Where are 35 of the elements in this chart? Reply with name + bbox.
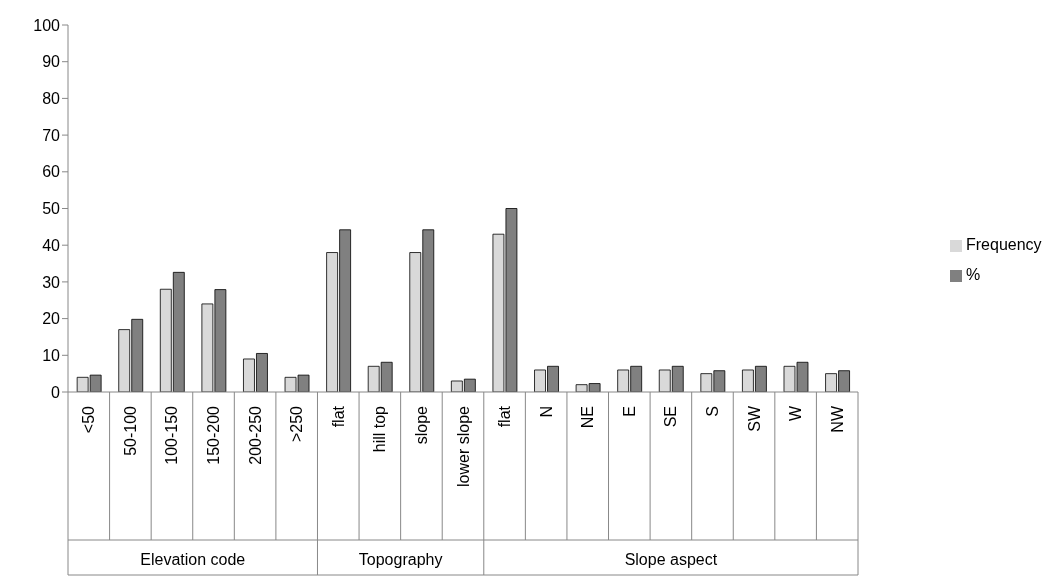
text: Elevation code bbox=[140, 550, 246, 568]
y-tick-label: 100 bbox=[33, 16, 61, 34]
x-tick-label: flat bbox=[329, 405, 347, 428]
y-tick-label: 50 bbox=[42, 200, 61, 218]
y-tick-label: 80 bbox=[42, 90, 61, 108]
x-tick-label: lower slope bbox=[454, 405, 472, 487]
x-tick-label: hill top bbox=[371, 405, 389, 453]
x-tick-label: 100-150 bbox=[163, 405, 181, 465]
text: Slope aspect bbox=[624, 550, 718, 568]
x-tick-label: 50-100 bbox=[121, 405, 139, 456]
y-tick-label: 60 bbox=[42, 163, 61, 181]
x-tick-label: flat bbox=[496, 405, 514, 428]
y-tick-label: 20 bbox=[42, 310, 61, 328]
y-tick-label: 40 bbox=[42, 236, 61, 254]
x-tick-label: E bbox=[620, 406, 638, 417]
x-tick-label: <50 bbox=[80, 405, 98, 434]
y-tick-label: 90 bbox=[42, 53, 61, 71]
x-tick-label: NE bbox=[579, 406, 597, 429]
y-tick-label: 70 bbox=[42, 126, 61, 144]
y-tick-label: 0 bbox=[51, 383, 61, 401]
y-tick-label: 30 bbox=[42, 273, 61, 291]
x-tick-label: NW bbox=[828, 405, 846, 433]
legend-label: % bbox=[966, 266, 981, 283]
legend-label: Frequency bbox=[966, 236, 1042, 253]
x-tick-label: slope bbox=[412, 405, 430, 445]
x-tick-label: SW bbox=[745, 405, 763, 432]
text: Topography bbox=[358, 550, 443, 568]
x-tick-label: N bbox=[537, 406, 555, 418]
x-tick-label: W bbox=[787, 405, 805, 422]
x-tick-label: >250 bbox=[288, 405, 306, 443]
y-tick-label: 10 bbox=[42, 346, 61, 364]
x-tick-label: SE bbox=[662, 406, 680, 428]
x-tick-label: 200-250 bbox=[246, 405, 264, 465]
x-tick-label: 150-200 bbox=[205, 405, 223, 465]
x-tick-label: S bbox=[703, 406, 721, 417]
